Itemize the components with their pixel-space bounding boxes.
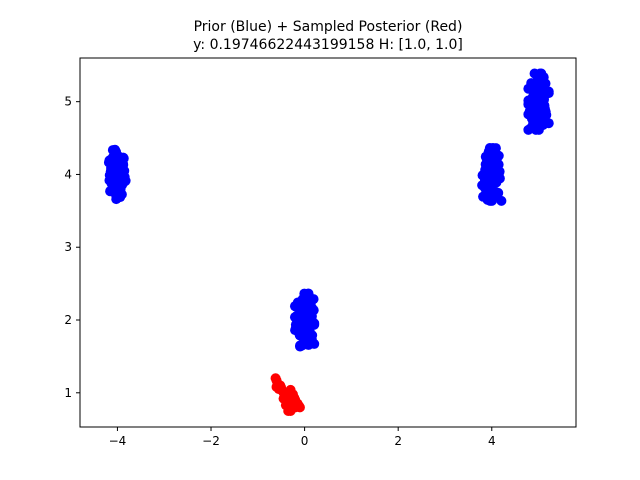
prior-point (112, 158, 122, 168)
prior-point (296, 318, 306, 328)
prior-point (483, 148, 493, 158)
prior-point (491, 174, 501, 184)
prior-point (114, 180, 124, 190)
x-tick-label: 0 (301, 434, 309, 448)
prior-point (526, 78, 536, 88)
prior-point (300, 330, 310, 340)
prior-point (493, 188, 503, 198)
prior-point (295, 341, 305, 351)
chart-title: Prior (Blue) + Sampled Posterior (Red) (194, 19, 463, 35)
posterior-point (279, 394, 289, 404)
prior-point (292, 300, 302, 310)
prior-point (480, 165, 490, 175)
y-tick-label: 3 (64, 240, 72, 254)
prior-point (477, 180, 487, 190)
prior-point (533, 118, 543, 128)
y-axis: 1 2 3 4 5 (64, 95, 80, 400)
y-tick-label: 1 (64, 386, 72, 400)
plot-points (104, 68, 554, 416)
x-axis: −4 −2 0 2 4 (109, 427, 496, 448)
posterior-point (287, 391, 297, 401)
prior-point (530, 99, 540, 109)
y-tick-label: 2 (64, 313, 72, 327)
y-tick-label: 5 (64, 95, 72, 109)
prior-point (108, 145, 118, 155)
x-tick-label: −2 (202, 434, 220, 448)
x-tick-label: 4 (488, 434, 496, 448)
x-tick-label: 2 (394, 434, 402, 448)
plot-frame (80, 58, 576, 427)
prior-point (304, 289, 314, 299)
chart-subtitle: y: 0.19746622443199158 H: [1.0, 1.0] (193, 37, 463, 53)
prior-point (536, 86, 546, 96)
x-tick-label: −4 (109, 434, 127, 448)
y-tick-label: 4 (64, 167, 72, 181)
prior-point (304, 310, 314, 320)
